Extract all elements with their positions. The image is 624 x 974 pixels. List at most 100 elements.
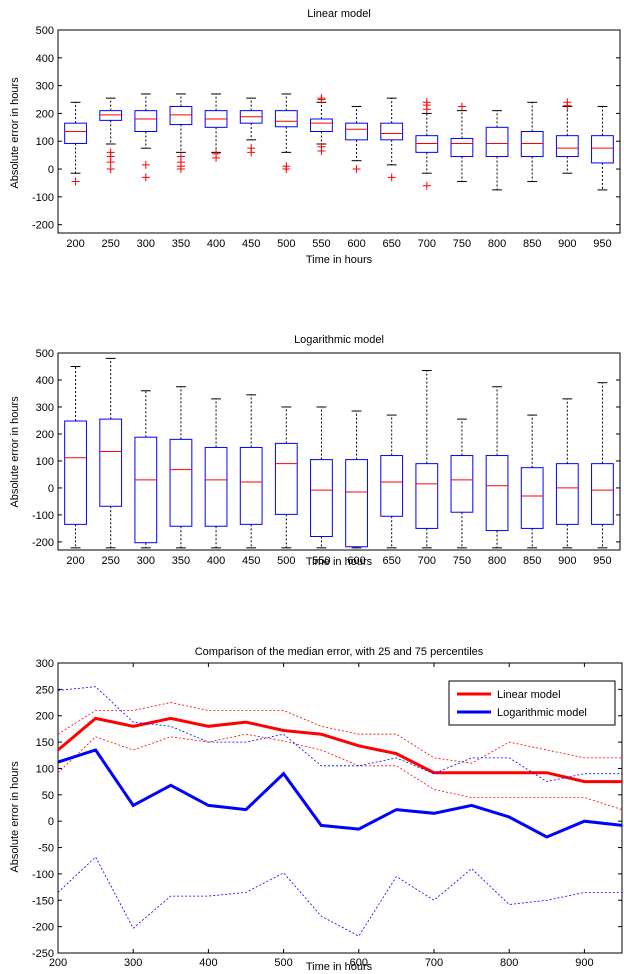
chart1-box — [555, 135, 579, 158]
chart2-xtick-label: 450 — [242, 555, 260, 567]
chart2-box — [591, 463, 614, 525]
chart1-plot: -200 -100 0 100 200 300 400 500 200 250 300 350 400 4… — [32, 25, 621, 250]
chart3-ytick-label: -100 — [32, 869, 54, 881]
chart3-xtick-label: 300 — [124, 957, 142, 969]
chart2-xtick-label: 750 — [453, 555, 471, 567]
chart3-ytick-label: 50 — [42, 790, 54, 802]
chart2-box — [239, 446, 263, 525]
chart1-outlier — [422, 105, 431, 114]
chart3-title: Comparison of the median error, with 25 … — [195, 646, 484, 658]
chart1-xtick-label: 450 — [242, 238, 260, 250]
chart1-ytick-label: 400 — [36, 53, 54, 65]
chart1-box — [591, 135, 614, 164]
chart2-ytick-label: 100 — [36, 456, 54, 468]
chart1-box — [169, 105, 193, 126]
chart2-box — [64, 420, 87, 525]
chart2-ytick-label: 500 — [36, 348, 54, 360]
chart1-xtick-label: 950 — [593, 238, 611, 250]
chart1-ytick-label: 200 — [36, 108, 54, 120]
chart1-xtick-label: 350 — [172, 238, 190, 250]
chart3-xtick-label: 700 — [425, 957, 443, 969]
chart1-ylabel: Absolute error in hours — [9, 77, 21, 189]
chart3-ytick-label: -150 — [32, 895, 54, 907]
chart3-xlabel: Time in hours — [306, 961, 373, 973]
chart2-xtick-label: 400 — [207, 555, 225, 567]
chart3-linear-median-line — [57, 716, 622, 784]
chart2-xtick-label: 650 — [383, 555, 401, 567]
chart1-xtick-label: 400 — [207, 238, 225, 250]
chart1-xtick-label: 650 — [383, 238, 401, 250]
chart1-box — [99, 110, 123, 121]
chart2-frame — [57, 352, 621, 551]
chart2-ytick-label: -200 — [32, 537, 54, 549]
chart3-legend — [448, 680, 616, 726]
chart2-title: Logarithmic model — [294, 334, 384, 346]
chart3-legend-label: Logarithmic model — [497, 707, 587, 719]
chart2-ytick-label: 400 — [36, 375, 54, 387]
chart2-box — [99, 418, 123, 507]
chart1-box — [345, 122, 368, 141]
chart1-xtick-label: 600 — [347, 238, 365, 250]
chart1-xtick-label: 300 — [137, 238, 155, 250]
chart2-ytick-label: -100 — [32, 510, 54, 522]
chart2-box — [380, 455, 404, 517]
chart3-legend-label: Linear model — [497, 689, 561, 701]
chart1-box — [134, 110, 158, 133]
chart1-ytick-label: 500 — [36, 25, 54, 37]
chart2-xtick-label: 200 — [66, 555, 84, 567]
chart1-outlier — [457, 102, 466, 111]
chart1-box — [415, 135, 439, 153]
chart3-ytick-label: 150 — [36, 737, 54, 749]
chart3-ytick-label: 300 — [36, 658, 54, 670]
chart1-xlabel: Time in hours — [306, 254, 373, 266]
chart1-outlier — [71, 177, 80, 186]
chart1-outlier — [106, 158, 115, 167]
chart3-log-q3-line — [57, 686, 622, 783]
chart1-box — [274, 110, 298, 128]
chart1-ytick-label: -200 — [32, 220, 54, 232]
chart3-xtick-label: 200 — [49, 957, 67, 969]
chart1-outlier — [282, 165, 291, 174]
chart1-outlier — [106, 165, 115, 174]
chart1-xtick-label: 500 — [277, 238, 295, 250]
chart2-box — [169, 438, 193, 527]
chart2-ylabel: Absolute error in hours — [9, 396, 21, 508]
chart3-ytick-label: 100 — [36, 763, 54, 775]
chart1-ytick-label: 300 — [36, 81, 54, 93]
chart3-xtick-label: 500 — [274, 957, 292, 969]
chart3-log-median-line — [57, 748, 623, 839]
chart1-xtick-label: 850 — [523, 238, 541, 250]
chart2-box — [204, 446, 228, 527]
chart3-xtick-label: 900 — [575, 957, 593, 969]
chart2-ytick-label: 200 — [36, 429, 54, 441]
chart2-xtick-label: 950 — [593, 555, 611, 567]
chart1-xtick-label: 250 — [102, 238, 120, 250]
chart3-log-q1-line — [57, 856, 622, 937]
chart1-xtick-label: 200 — [66, 238, 84, 250]
chart3-xtick-label: 600 — [350, 957, 368, 969]
chart2-ytick-label: 0 — [48, 483, 54, 495]
chart1-outlier — [212, 153, 221, 162]
chart2-xtick-label: 550 — [312, 555, 330, 567]
chart3-plot: -250 -200 -150 -100 -50 0 50 100 150 200 250 300 200… — [32, 658, 623, 969]
chart2-box — [485, 455, 509, 532]
chart1-ytick-label: -100 — [32, 192, 54, 204]
chart1-outlier — [317, 146, 326, 155]
chart1-box — [64, 122, 87, 144]
chart1-xtick-label: 700 — [418, 238, 436, 250]
chart1-box — [310, 118, 333, 132]
chart3-linear-q3-line — [57, 702, 622, 764]
chart1-outlier — [176, 165, 185, 174]
chart1-ytick-label: 100 — [36, 136, 54, 148]
chart2-box — [274, 442, 298, 515]
chart2-box — [310, 459, 333, 538]
chart3-ytick-label: 250 — [36, 684, 54, 696]
chart3-xtick-label: 400 — [199, 957, 217, 969]
chart2-xtick-label: 850 — [523, 555, 541, 567]
chart1-outlier — [422, 181, 431, 190]
chart1-xtick-label: 800 — [488, 238, 506, 250]
chart1-xtick-label: 750 — [453, 238, 471, 250]
chart1-xtick-label: 550 — [312, 238, 330, 250]
chart2-xtick-label: 300 — [137, 555, 155, 567]
